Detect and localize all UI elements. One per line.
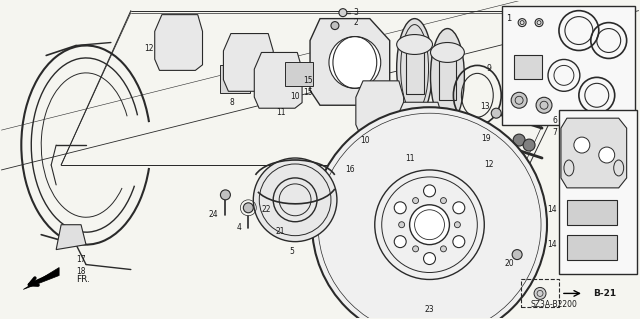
Circle shape <box>413 197 419 204</box>
Circle shape <box>454 222 460 228</box>
Text: 15: 15 <box>303 88 313 97</box>
Bar <box>514 56 542 79</box>
Text: 12: 12 <box>484 160 494 169</box>
Circle shape <box>413 246 419 252</box>
Text: 21: 21 <box>275 227 285 236</box>
Text: 12: 12 <box>144 44 154 53</box>
Text: 19: 19 <box>481 134 491 143</box>
Text: 3: 3 <box>354 8 359 17</box>
Polygon shape <box>356 81 404 136</box>
Circle shape <box>394 236 406 248</box>
Text: 7: 7 <box>552 128 557 137</box>
Text: 18: 18 <box>76 267 86 276</box>
Circle shape <box>534 287 546 300</box>
Circle shape <box>339 19 347 26</box>
Text: 11: 11 <box>405 153 414 162</box>
Bar <box>440 52 456 100</box>
Text: 2: 2 <box>354 18 358 27</box>
Circle shape <box>574 137 590 153</box>
Bar <box>567 235 617 260</box>
Bar <box>567 200 617 225</box>
Text: 10: 10 <box>360 136 370 145</box>
Circle shape <box>424 253 435 264</box>
Text: B-21: B-21 <box>593 289 616 298</box>
Text: 15: 15 <box>303 76 313 85</box>
Text: 6: 6 <box>552 116 557 125</box>
Polygon shape <box>310 19 390 105</box>
Polygon shape <box>56 225 86 249</box>
Circle shape <box>512 249 522 260</box>
Circle shape <box>511 92 527 108</box>
Circle shape <box>599 147 614 163</box>
Circle shape <box>492 138 501 148</box>
Polygon shape <box>561 118 627 188</box>
Text: 13: 13 <box>481 102 490 111</box>
Ellipse shape <box>397 34 433 55</box>
Polygon shape <box>223 33 273 91</box>
Bar <box>521 279 559 307</box>
Text: 10: 10 <box>291 92 300 101</box>
Circle shape <box>492 108 501 118</box>
Text: 14: 14 <box>547 205 557 214</box>
Polygon shape <box>447 122 492 174</box>
Circle shape <box>253 158 337 241</box>
Circle shape <box>518 19 526 26</box>
Bar <box>285 63 313 86</box>
Text: SZ3A-B2200: SZ3A-B2200 <box>531 300 577 309</box>
Circle shape <box>440 197 447 204</box>
Circle shape <box>339 9 347 17</box>
Text: 8: 8 <box>229 98 234 107</box>
Circle shape <box>329 37 381 88</box>
Circle shape <box>523 139 535 151</box>
Ellipse shape <box>431 42 465 63</box>
Polygon shape <box>254 52 302 108</box>
Circle shape <box>243 203 253 213</box>
Circle shape <box>440 246 447 252</box>
Circle shape <box>220 190 230 200</box>
Text: 24: 24 <box>209 210 218 219</box>
Text: 9: 9 <box>487 64 492 73</box>
Text: 22: 22 <box>262 205 271 214</box>
Circle shape <box>424 185 435 197</box>
Circle shape <box>394 202 406 214</box>
Polygon shape <box>23 268 59 289</box>
Circle shape <box>513 134 525 146</box>
Polygon shape <box>397 102 442 154</box>
Ellipse shape <box>431 29 465 124</box>
Circle shape <box>536 97 552 113</box>
Circle shape <box>410 205 449 245</box>
Bar <box>559 110 637 274</box>
Text: 23: 23 <box>425 305 435 314</box>
Circle shape <box>399 222 404 228</box>
Circle shape <box>453 236 465 248</box>
Text: 5: 5 <box>290 247 294 256</box>
Bar <box>406 45 424 94</box>
Text: 16: 16 <box>345 166 355 174</box>
Text: 20: 20 <box>504 259 514 268</box>
Circle shape <box>331 22 339 30</box>
Text: 1: 1 <box>506 14 511 23</box>
Text: 4: 4 <box>236 223 241 232</box>
Text: FR.: FR. <box>76 275 90 284</box>
Ellipse shape <box>397 19 433 118</box>
Bar <box>502 6 635 125</box>
Text: 17: 17 <box>76 255 86 264</box>
Circle shape <box>535 19 543 26</box>
Bar <box>220 65 250 93</box>
Polygon shape <box>155 15 202 70</box>
Circle shape <box>453 202 465 214</box>
Text: 11: 11 <box>276 108 286 117</box>
Text: 14: 14 <box>547 240 557 249</box>
Circle shape <box>312 107 547 319</box>
